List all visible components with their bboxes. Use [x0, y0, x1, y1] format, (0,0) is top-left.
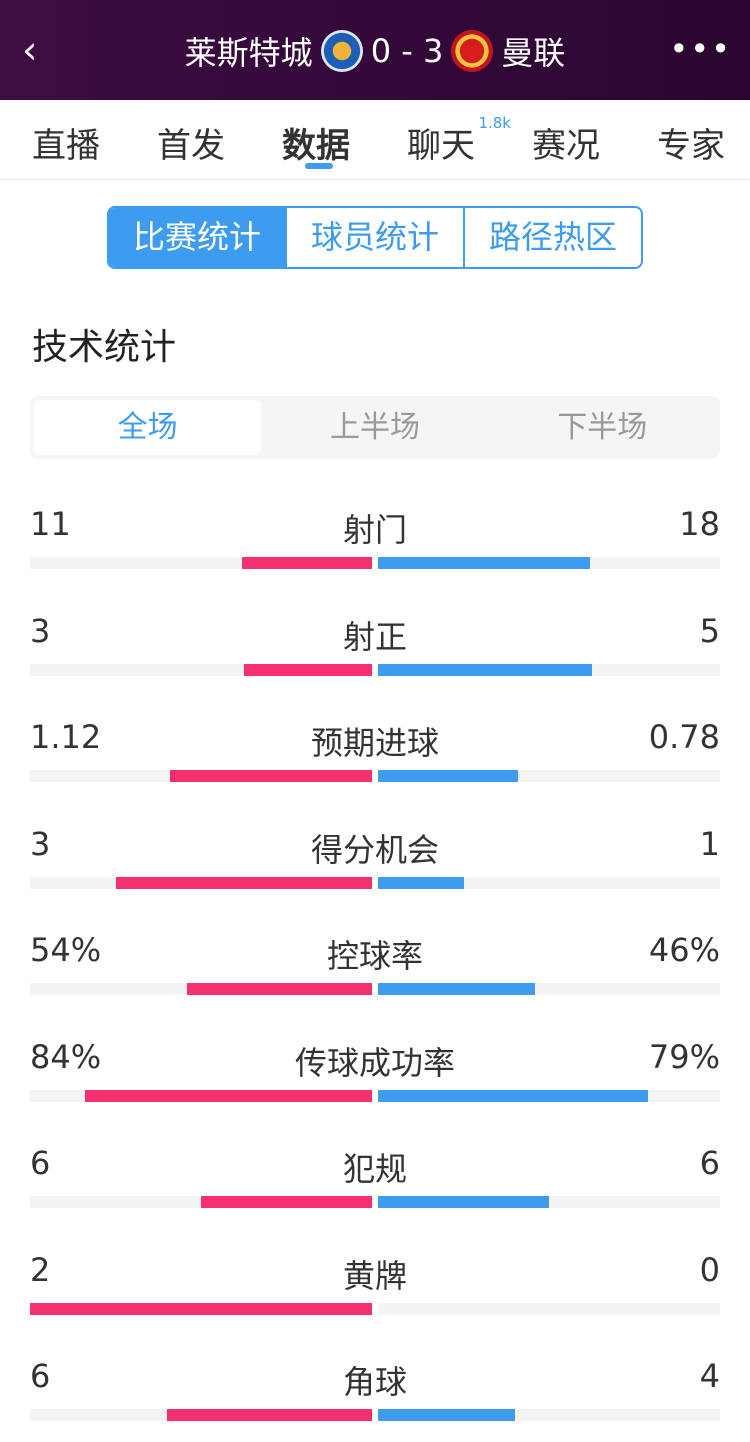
- segment-player-stats[interactable]: 球员统计: [285, 208, 463, 267]
- home-bar: [166, 1409, 372, 1421]
- home-bar-track: [30, 983, 372, 995]
- stat-row: 84% 传球成功率 79%: [30, 1038, 720, 1118]
- away-bar: [378, 663, 592, 676]
- away-bar-track: [378, 1302, 720, 1315]
- stat-label: 控球率: [326, 937, 423, 975]
- away-value: 18: [679, 505, 720, 543]
- away-bar: [378, 983, 536, 995]
- home-bar-track: [30, 876, 372, 889]
- stat-label: 预期进球: [310, 724, 439, 762]
- away-bar: [378, 1196, 549, 1208]
- away-value: 0: [699, 1250, 720, 1289]
- home-value: 3: [30, 824, 51, 863]
- stat-label: 射正: [342, 617, 407, 656]
- away-bar-track: [378, 663, 720, 676]
- tab-data[interactable]: 数据: [282, 126, 350, 166]
- away-value: 79%: [648, 1037, 720, 1076]
- home-value: 6: [30, 1357, 51, 1395]
- home-bar: [243, 663, 372, 676]
- stat-row: 1.12 预期进球 0.78: [30, 718, 720, 798]
- period-second-half[interactable]: 下半场: [557, 410, 648, 445]
- home-bar-track: [30, 663, 372, 676]
- home-bar-track: [30, 1089, 372, 1102]
- match-title: 莱斯特城 0 - 3 曼联: [0, 28, 750, 74]
- away-value: 6: [699, 1144, 720, 1182]
- period-switch: 全场 上半场 下半场: [30, 396, 720, 459]
- away-team-name: 曼联: [501, 34, 566, 72]
- home-bar-track: [30, 1409, 372, 1421]
- home-value: 84%: [30, 1037, 102, 1076]
- home-bar-track: [30, 1196, 372, 1208]
- stat-row: 6 角球 4: [30, 1357, 720, 1437]
- home-bar: [170, 770, 372, 782]
- man-united-badge-icon: [451, 30, 494, 72]
- away-bar-track: [378, 983, 720, 995]
- away-value: 1: [699, 824, 720, 863]
- stat-label: 射门: [342, 511, 407, 549]
- home-bar: [201, 1196, 372, 1208]
- away-bar-track: [378, 1196, 720, 1208]
- segment-heatmap[interactable]: 路径热区: [463, 208, 641, 267]
- away-bar-track: [378, 557, 720, 569]
- away-bar: [378, 1409, 515, 1421]
- stat-label: 角球: [342, 1363, 407, 1401]
- stat-row: 3 射正 5: [30, 612, 720, 692]
- away-bar-track: [378, 1409, 720, 1421]
- match-header: ‹ 莱斯特城 0 - 3 曼联 •••: [0, 0, 750, 100]
- stat-row: 11 射门 18: [30, 505, 720, 585]
- home-bar: [187, 983, 372, 995]
- home-value: 2: [30, 1250, 51, 1289]
- away-bar: [378, 770, 519, 782]
- away-bar: [378, 1089, 649, 1102]
- stats-type-switch: 比赛统计 球员统计 路径热区: [107, 206, 643, 269]
- tab-events[interactable]: 赛况: [532, 126, 600, 166]
- active-tab-indicator: [305, 163, 333, 169]
- stat-label: 传球成功率: [294, 1043, 455, 1082]
- away-bar: [378, 557, 591, 569]
- away-value: 4: [699, 1357, 720, 1395]
- section-title: 技术统计: [32, 327, 177, 368]
- chat-count-badge: 1.8k: [478, 114, 511, 132]
- stat-row: 6 犯规 6: [30, 1144, 720, 1224]
- period-full[interactable]: 全场: [34, 400, 262, 455]
- back-button[interactable]: ‹: [22, 28, 38, 72]
- tab-experts[interactable]: 专家: [657, 126, 725, 166]
- away-value: 0.78: [648, 718, 720, 756]
- away-value: 46%: [648, 931, 720, 969]
- tab-lineup[interactable]: 首发: [157, 126, 225, 166]
- home-bar: [84, 1089, 372, 1102]
- stat-label: 得分机会: [310, 830, 439, 869]
- home-bar-track: [30, 770, 372, 782]
- period-first-half[interactable]: 上半场: [329, 410, 420, 445]
- stat-label: 黄牌: [342, 1256, 407, 1295]
- home-value: 54%: [30, 931, 102, 969]
- home-value: 6: [30, 1144, 51, 1182]
- home-bar: [115, 876, 372, 889]
- away-value: 5: [699, 611, 720, 650]
- home-bar-track: [30, 1302, 372, 1315]
- home-value: 1.12: [30, 718, 102, 756]
- home-value: 11: [30, 505, 71, 543]
- away-bar: [378, 876, 464, 889]
- main-tabs: 直播 首发 数据 聊天 1.8k 赛况 专家: [0, 100, 750, 180]
- more-dots-icon[interactable]: •••: [669, 30, 732, 68]
- away-bar-track: [378, 876, 720, 889]
- home-team-name: 莱斯特城: [184, 34, 313, 72]
- stat-label: 犯规: [342, 1150, 407, 1188]
- stat-row: 3 得分机会 1: [30, 825, 720, 905]
- home-value: 3: [30, 611, 51, 650]
- score: 0 - 3: [370, 32, 444, 70]
- home-bar-track: [30, 557, 372, 569]
- home-bar: [242, 557, 372, 569]
- home-bar: [30, 1302, 372, 1315]
- tab-chat[interactable]: 聊天 1.8k: [407, 114, 511, 166]
- tab-live[interactable]: 直播: [32, 126, 100, 166]
- leicester-badge-icon: [320, 30, 363, 72]
- segment-match-stats[interactable]: 比赛统计: [109, 208, 285, 267]
- stat-row: 2 黄牌 0: [30, 1251, 720, 1331]
- away-bar-track: [378, 1089, 720, 1102]
- away-bar-track: [378, 770, 720, 782]
- stat-row: 54% 控球率 46%: [30, 931, 720, 1011]
